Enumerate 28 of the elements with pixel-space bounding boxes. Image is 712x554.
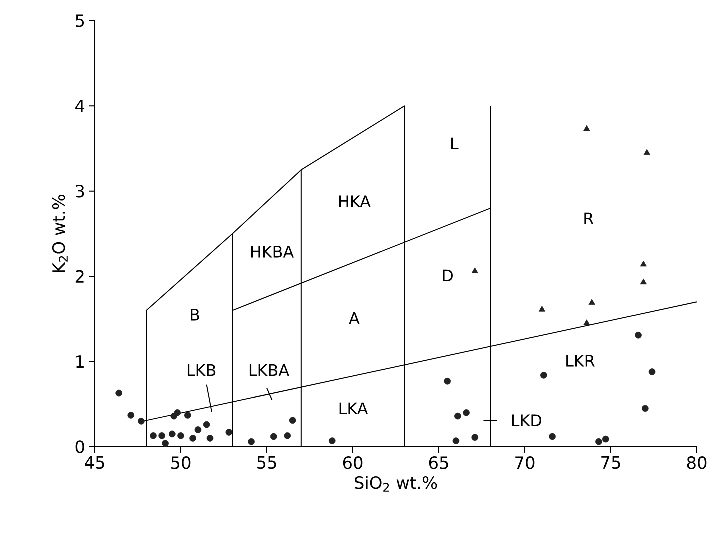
y-tick-label: 0 xyxy=(76,440,84,454)
x-tick-label: 65 xyxy=(429,456,448,470)
x-axis-title: SiO$_{2}$ wt.% xyxy=(355,476,438,492)
x-tick-label: 60 xyxy=(343,456,363,470)
x-tick-label: 80 xyxy=(687,456,707,470)
annotation: B xyxy=(191,309,200,321)
annotation: LKR xyxy=(566,355,595,367)
annotation: LKA xyxy=(340,402,368,414)
x-tick-label: 70 xyxy=(516,456,535,470)
annotation: HKA xyxy=(340,196,371,208)
y-tick-label: 4 xyxy=(76,100,85,112)
y-tick-label: 3 xyxy=(76,184,84,198)
x-tick-label: 50 xyxy=(172,456,191,470)
x-tick-label: 45 xyxy=(85,456,104,470)
annotation: HKBA xyxy=(251,246,294,258)
annotation: L xyxy=(452,138,459,150)
y-tick-label: 2 xyxy=(76,270,84,283)
y-tick-label: 5 xyxy=(76,14,84,28)
annotation: LKBA xyxy=(250,364,290,376)
y-axis-title: K$_{2}$O wt.% xyxy=(52,195,68,272)
annotation: LKD xyxy=(512,414,542,426)
x-tick-label: 55 xyxy=(258,456,276,470)
annotation: R xyxy=(584,212,594,224)
x-tick-label: 75 xyxy=(602,456,620,470)
annotation: D xyxy=(443,270,453,282)
annotation: LKB xyxy=(188,364,216,376)
annotation: A xyxy=(349,312,360,324)
y-tick-label: 1 xyxy=(76,356,84,368)
